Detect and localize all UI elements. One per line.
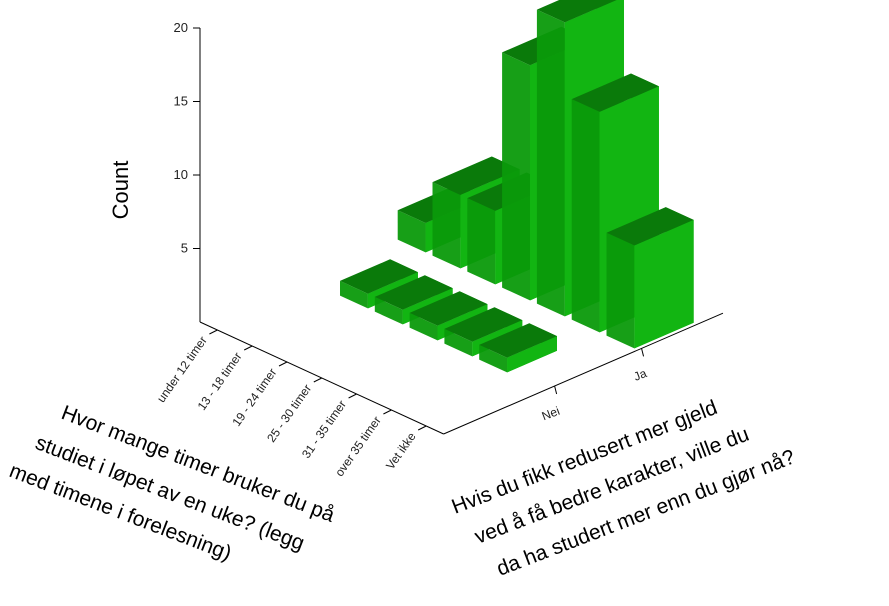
z-tick-label-0: Nei <box>540 404 562 424</box>
x-tick-label-6: Vet ikke <box>383 429 419 472</box>
x-tick-label-2: 19 - 24 timer <box>229 366 279 429</box>
x-tick-label-1: 13 - 18 timer <box>195 350 245 413</box>
x-tick-5 <box>383 409 392 415</box>
z-tick-1 <box>641 348 645 357</box>
x-tick-label-3: 25 - 30 timer <box>264 382 314 445</box>
bar-top <box>536 0 617 23</box>
bar-top <box>432 156 520 195</box>
bar-Nei-1 <box>340 259 418 309</box>
bar-left <box>409 312 438 341</box>
bar-front-top <box>634 219 694 349</box>
bar-left <box>444 328 473 357</box>
bar-top <box>374 275 453 310</box>
z-tick-label-1: Ja <box>632 366 649 384</box>
z-axis-line <box>443 312 724 435</box>
bar-top <box>444 307 523 342</box>
y-tick-label-20: 20 <box>174 20 188 35</box>
bar-left <box>374 296 403 325</box>
bar-left <box>536 9 565 317</box>
bar-Ja-6 <box>606 207 694 349</box>
z-tick-0 <box>554 385 558 395</box>
x-tick-label-5: over 35 timer <box>332 414 384 479</box>
bar-left <box>397 210 426 253</box>
x-tick-label-4: 31 - 35 timer <box>299 398 349 461</box>
bar-left <box>479 344 508 373</box>
bar-Nei-5 <box>479 323 557 373</box>
bar-left <box>606 232 635 349</box>
bar-left <box>571 99 600 333</box>
bar-left <box>502 52 530 301</box>
bar-left <box>467 198 496 285</box>
bar-top <box>479 323 557 358</box>
bar-top <box>409 291 488 326</box>
y-tick-label-5: 5 <box>181 241 188 256</box>
x-tick-4 <box>348 393 357 399</box>
bar-top <box>340 259 418 294</box>
x-tick-2 <box>278 361 288 367</box>
x-tick-6 <box>417 425 427 431</box>
bar-top <box>606 207 694 246</box>
x-tick-0 <box>209 329 218 335</box>
bar-front-top <box>507 336 557 373</box>
y-tick-label-15: 15 <box>174 94 188 109</box>
bar-top <box>571 73 659 112</box>
x-tick-1 <box>243 345 253 351</box>
bars <box>340 0 694 373</box>
y-axis-label: Count <box>108 161 133 220</box>
x-tick-3 <box>313 377 323 383</box>
y-tick-label-10: 10 <box>174 167 188 182</box>
bar-left <box>432 182 461 269</box>
bar-left <box>340 280 368 309</box>
